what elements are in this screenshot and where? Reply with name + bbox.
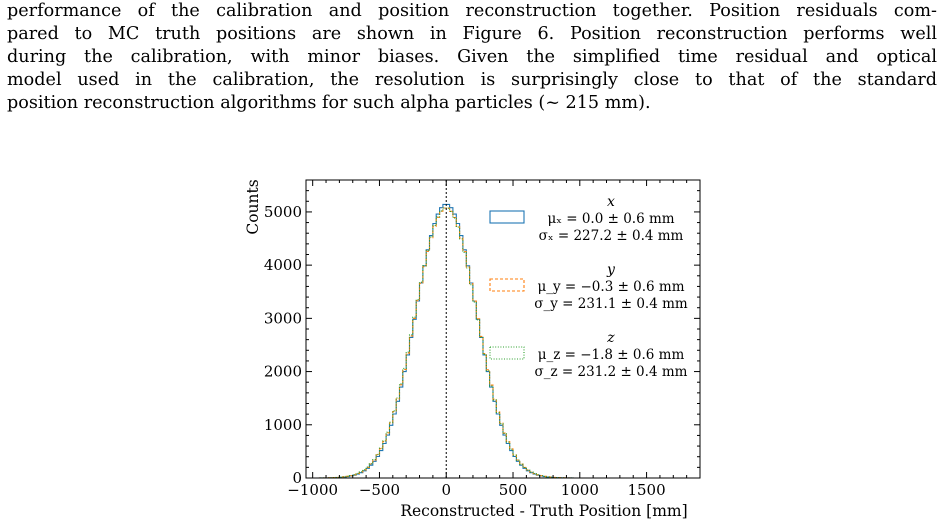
legend-name-x: x <box>607 194 615 210</box>
legend-swatch-x <box>489 210 525 224</box>
x-tick-label: −1000 <box>287 481 338 499</box>
x-tick-label: 0 <box>441 481 451 499</box>
y-tick-label: 5000 <box>264 203 302 221</box>
legend-sigma-x: σₓ = 227.2 ± 0.4 mm <box>539 228 684 244</box>
body-paragraph: performance of the calibration and posit… <box>7 0 937 115</box>
legend-mu-z: μ_z = −1.8 ± 0.6 mm <box>538 347 685 363</box>
legend-swatch-z <box>489 346 525 360</box>
legend-name-z: z <box>606 330 615 346</box>
x-axis-label: Reconstructed - Truth Position [mm] <box>400 502 687 520</box>
x-tick-label: 1000 <box>561 481 599 499</box>
y-axis-label: Counts <box>244 179 262 234</box>
y-tick-label: 4000 <box>264 256 302 274</box>
y-tick-label: 0 <box>292 469 302 487</box>
y-tick-label: 1000 <box>264 416 302 434</box>
paragraph-line-3: during the calibration, with minor biase… <box>7 47 937 67</box>
x-tick-label: 500 <box>499 481 528 499</box>
y-tick-label: 2000 <box>264 363 302 381</box>
x-tick-label: 1500 <box>627 481 665 499</box>
axis-ticks: −1000 −500 0 500 1000 1500 0 1000 2000 3000 4000 50… <box>264 179 701 499</box>
legend-sigma-z: σ_z = 231.2 ± 0.4 mm <box>535 364 688 380</box>
legend-name-y: y <box>606 262 616 278</box>
paragraph-line-1: performance of the calibration and posit… <box>7 1 937 21</box>
y-tick-label: 3000 <box>264 309 302 327</box>
paragraph-line-4: model used in the calibration, the resol… <box>7 70 937 90</box>
legend-mu-x: μₓ = 0.0 ± 0.6 mm <box>547 211 674 227</box>
legend-sigma-y: σ_y = 231.1 ± 0.4 mm <box>534 296 688 312</box>
plot-area <box>312 180 580 479</box>
axis-labels: Reconstructed - Truth Position [mm] Coun… <box>244 179 688 520</box>
paragraph-line-2: pared to MC truth positions are shown in… <box>7 24 937 44</box>
x-tick-label: −500 <box>359 481 400 499</box>
legend-swatch-y <box>489 278 525 292</box>
paragraph-line-5: position reconstruction algorithms for s… <box>7 93 651 113</box>
legend-mu-y: μ_y = −0.3 ± 0.6 mm <box>537 279 684 295</box>
